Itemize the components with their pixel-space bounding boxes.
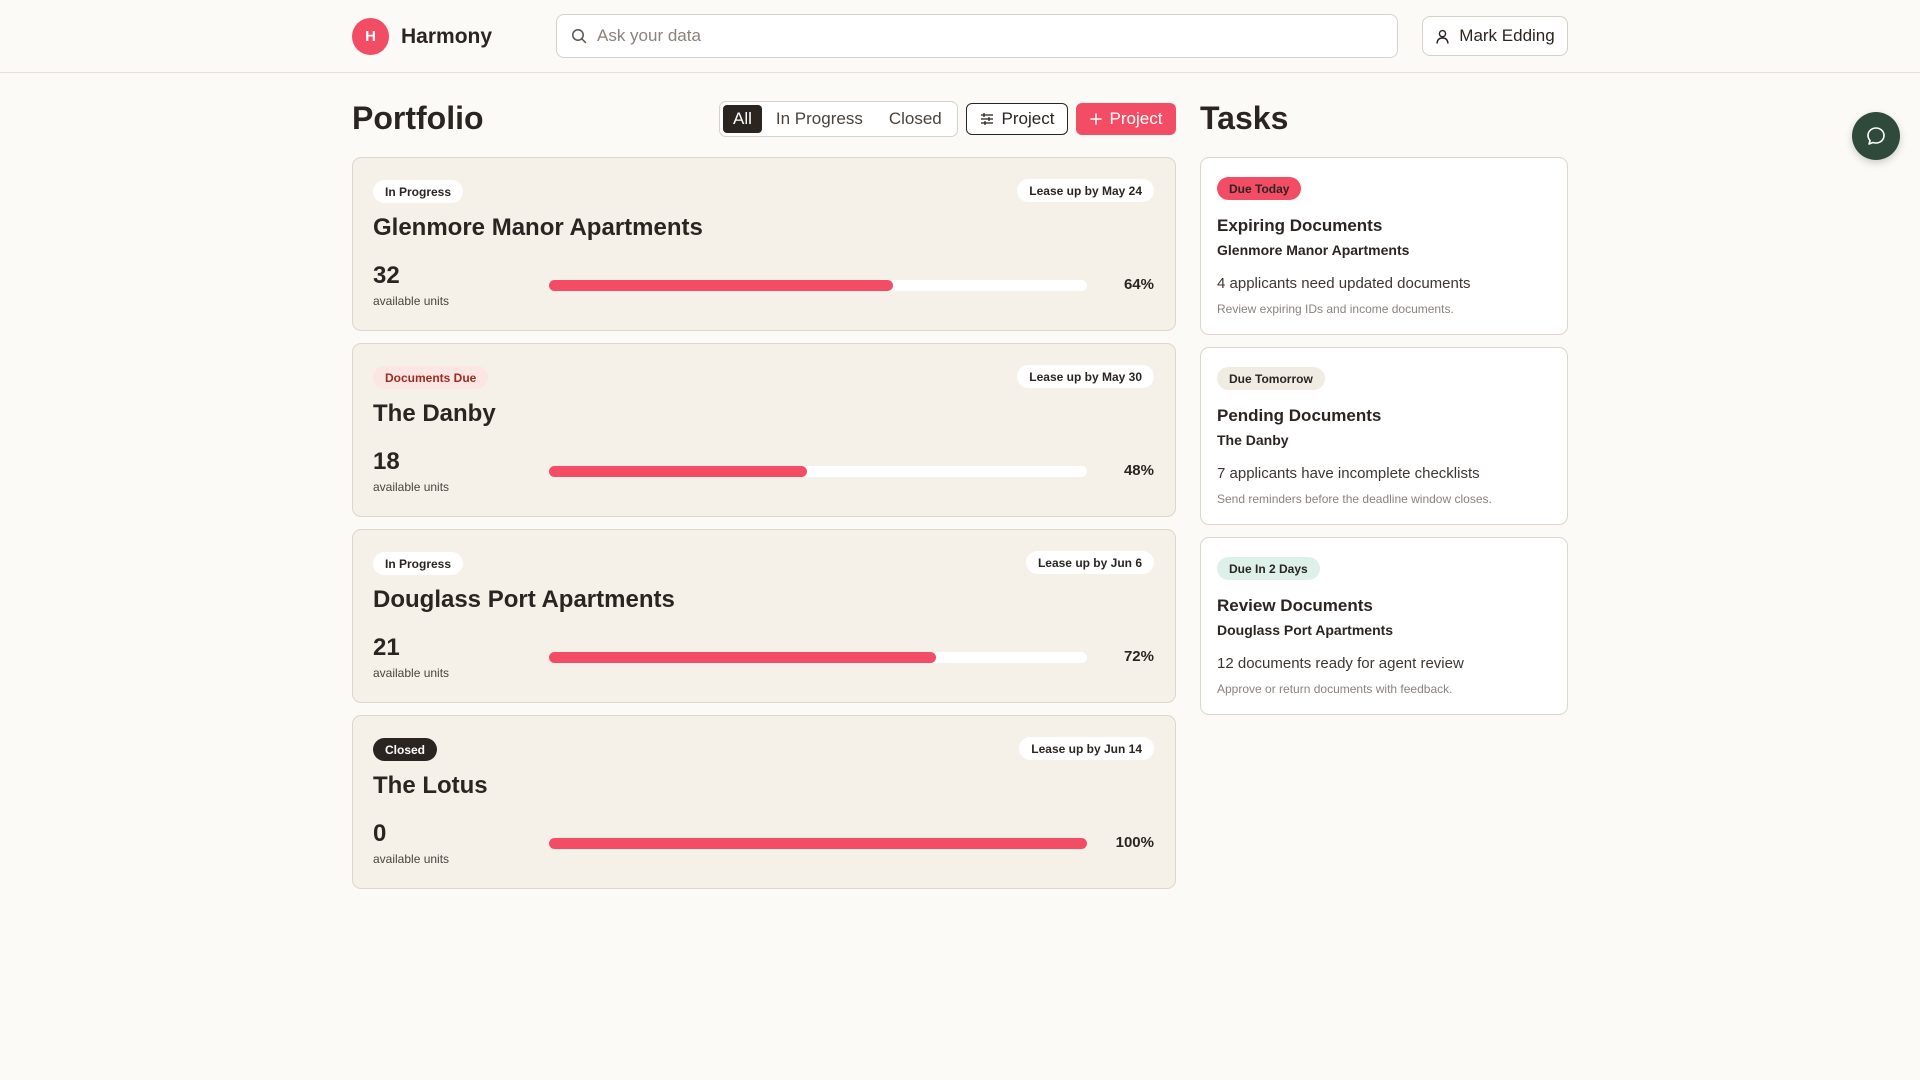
task-title: Review Documents (1217, 596, 1373, 615)
lease-progress-fill (549, 280, 894, 291)
task-project: Glenmore Manor Apartments (1217, 242, 1410, 258)
status-badge: Documents Due (373, 366, 489, 389)
lease-progress-fill (549, 652, 937, 663)
chat-button[interactable] (1852, 112, 1900, 160)
task-card-pending-documents[interactable]: Due Tomorrow Pending Documents The Danby… (1200, 347, 1568, 525)
due-badge: Due Tomorrow (1217, 367, 1325, 390)
user-menu-button[interactable]: Mark Edding (1422, 16, 1568, 56)
task-description: 12 documents ready for agent review (1217, 655, 1464, 672)
available-units-label: available units (373, 852, 450, 866)
lease-percent: 100% (1115, 834, 1154, 851)
due-badge: Due In 2 Days (1217, 557, 1320, 580)
lease-progress-bar (549, 466, 1087, 477)
status-badge: In Progress (373, 180, 464, 203)
project-filter-label: Project (1001, 109, 1055, 128)
lease-percent: 72% (1123, 648, 1154, 665)
due-badge: Due Today (1217, 177, 1302, 200)
project-name: The Danby (373, 400, 496, 427)
lease-progress-fill (549, 466, 808, 477)
available-units-label: available units (373, 666, 450, 680)
lease-badge: Lease up by Jun 14 (1019, 737, 1154, 760)
top-bar: H Harmony Mark Edding (0, 0, 1920, 73)
portfolio-title: Portfolio (352, 100, 484, 136)
available-units-count: 32 (373, 262, 400, 289)
available-units-count: 21 (373, 634, 400, 661)
brand[interactable]: H Harmony (352, 18, 492, 55)
task-card-review-documents[interactable]: Due In 2 Days Review Documents Douglass … (1200, 537, 1568, 715)
task-card-expiring-documents[interactable]: Due Today Expiring Documents Glenmore Ma… (1200, 157, 1568, 335)
lease-percent: 64% (1123, 276, 1154, 293)
task-project: Douglass Port Apartments (1217, 622, 1394, 638)
add-project-label: Project (1109, 109, 1163, 128)
project-card-danby[interactable]: Documents Due Lease up by May 30 The Dan… (352, 343, 1176, 517)
lease-progress-bar (549, 652, 1087, 663)
search-icon (572, 29, 587, 44)
lease-badge: Lease up by May 30 (1017, 365, 1154, 388)
plus-icon (1089, 113, 1102, 125)
task-title: Expiring Documents (1217, 216, 1383, 235)
project-card-douglass-port[interactable]: In Progress Lease up by Jun 6 Douglass P… (352, 529, 1176, 703)
tasks-title: Tasks (1200, 100, 1289, 136)
lease-badge: Lease up by May 24 (1017, 179, 1154, 202)
project-filter-button[interactable]: Project (966, 103, 1068, 135)
filter-closed[interactable]: Closed (888, 109, 942, 128)
project-card-lotus[interactable]: Closed Lease up by Jun 14 The Lotus 0 av… (352, 715, 1176, 889)
lease-percent: 48% (1123, 462, 1154, 479)
user-icon (1436, 29, 1449, 44)
project-card-glenmore[interactable]: In Progress Lease up by May 24 Glenmore … (352, 157, 1176, 331)
task-description: 7 applicants have incomplete checklists (1217, 465, 1480, 482)
project-name: Glenmore Manor Apartments (373, 214, 703, 241)
status-badge: In Progress (373, 552, 464, 575)
status-filter: All In Progress Closed (719, 101, 958, 137)
user-name: Mark Edding (1459, 26, 1555, 45)
task-note: Send reminders before the deadline windo… (1217, 492, 1492, 506)
task-note: Approve or return documents with feedbac… (1217, 682, 1453, 696)
task-description: 4 applicants need updated documents (1217, 275, 1471, 292)
task-project: The Danby (1217, 432, 1289, 448)
project-name: The Lotus (373, 772, 488, 799)
brand-logo: H (352, 18, 389, 55)
available-units-count: 18 (373, 448, 400, 475)
lease-progress-bar (549, 838, 1087, 849)
task-title: Pending Documents (1217, 406, 1382, 425)
search-input[interactable] (597, 26, 1397, 46)
filter-all[interactable]: All (723, 105, 762, 133)
chat-bubble-icon (1867, 127, 1885, 145)
project-name: Douglass Port Apartments (373, 586, 675, 613)
task-note: Review expiring IDs and income documents… (1217, 302, 1454, 316)
filter-in-progress[interactable]: In Progress (775, 109, 863, 128)
available-units-label: available units (373, 294, 450, 308)
brand-name: Harmony (401, 24, 493, 48)
status-badge: Closed (373, 738, 438, 761)
search-box[interactable] (556, 14, 1398, 58)
available-units-label: available units (373, 480, 450, 494)
sliders-icon (980, 113, 993, 125)
available-units-count: 0 (373, 820, 387, 847)
add-project-button[interactable]: Project (1076, 103, 1176, 135)
lease-badge: Lease up by Jun 6 (1025, 551, 1154, 574)
lease-progress-bar (549, 280, 1087, 291)
lease-progress-fill (549, 838, 1087, 849)
